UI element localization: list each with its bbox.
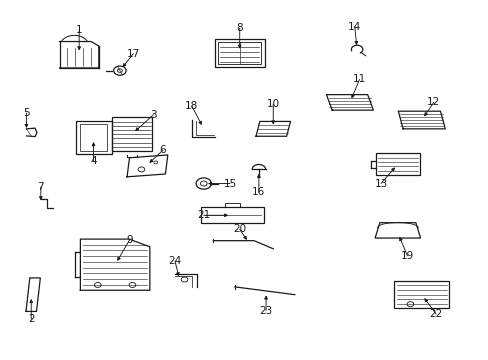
Text: 10: 10 xyxy=(266,99,279,109)
Text: 2: 2 xyxy=(28,314,35,324)
Bar xyxy=(76,121,111,154)
Text: 4: 4 xyxy=(90,156,97,166)
Text: 17: 17 xyxy=(126,49,140,59)
Bar xyxy=(393,281,448,309)
Text: 22: 22 xyxy=(428,309,442,319)
Text: 9: 9 xyxy=(126,235,133,245)
Text: 5: 5 xyxy=(23,108,30,118)
Text: 11: 11 xyxy=(352,75,366,85)
Text: 15: 15 xyxy=(223,179,236,189)
Text: 12: 12 xyxy=(427,98,440,107)
Text: 6: 6 xyxy=(160,145,166,155)
Text: 21: 21 xyxy=(197,210,210,220)
Bar xyxy=(80,125,106,151)
Text: 8: 8 xyxy=(236,23,243,33)
Text: 18: 18 xyxy=(185,101,198,111)
Bar xyxy=(201,207,263,224)
Text: 19: 19 xyxy=(400,251,413,261)
Text: 23: 23 xyxy=(259,306,272,315)
Text: 1: 1 xyxy=(76,25,82,35)
Text: 3: 3 xyxy=(150,110,157,120)
Text: 14: 14 xyxy=(347,22,361,32)
Bar xyxy=(225,203,239,207)
Bar xyxy=(375,153,419,175)
Text: 16: 16 xyxy=(252,187,265,197)
Bar xyxy=(218,42,261,64)
Text: 13: 13 xyxy=(374,179,387,189)
Text: 20: 20 xyxy=(233,224,246,234)
Bar xyxy=(111,117,152,151)
Text: 24: 24 xyxy=(168,256,181,266)
Bar xyxy=(214,39,264,67)
Text: 7: 7 xyxy=(38,182,44,192)
